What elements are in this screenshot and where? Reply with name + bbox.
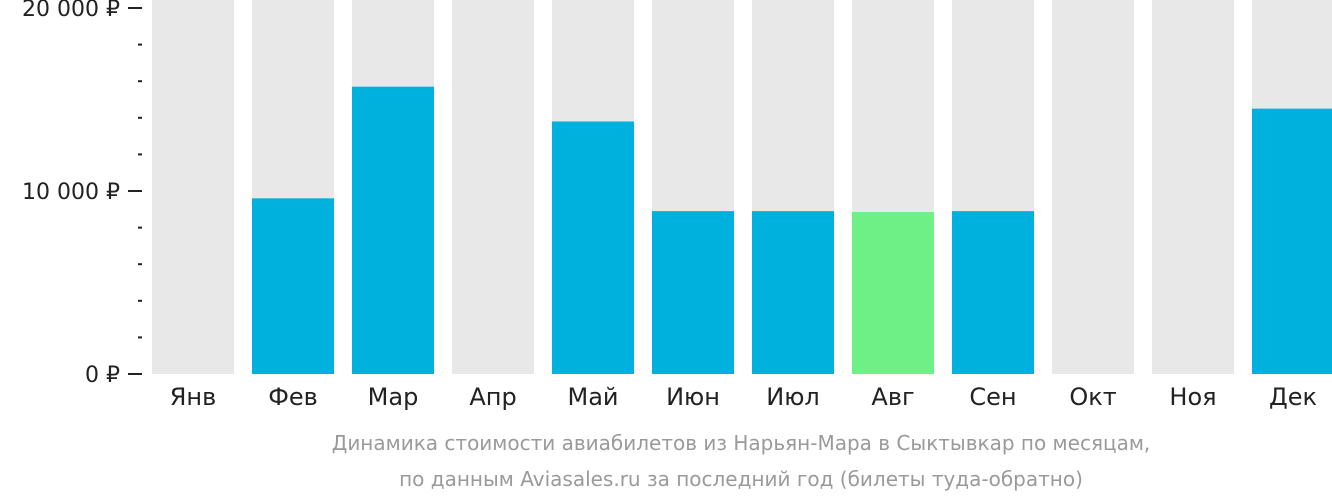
x-tick-label-10: Окт — [1069, 383, 1116, 411]
x-tick-label-5: Май — [567, 383, 618, 411]
x-tick-label-8: Авг — [871, 383, 914, 411]
bar-2 — [252, 198, 334, 374]
bar-3 — [352, 86, 434, 374]
bar-background-11 — [1152, 0, 1234, 374]
bar-6 — [652, 211, 734, 374]
bar-7 — [752, 211, 834, 374]
x-tick-label-3: Мар — [368, 383, 419, 411]
x-tick-label-4: Апр — [469, 383, 516, 411]
x-tick-label-12: Дек — [1269, 383, 1317, 411]
x-tick-label-7: Июл — [766, 383, 820, 411]
bar-12 — [1252, 108, 1332, 375]
bar-8 — [852, 212, 934, 374]
bar-5 — [552, 121, 634, 375]
x-tick-label-6: Июн — [666, 383, 720, 411]
x-tick-label-2: Фев — [268, 383, 318, 411]
bar-background-1 — [152, 0, 234, 374]
bar-background-10 — [1052, 0, 1134, 374]
bar-9 — [952, 211, 1034, 374]
x-tick-label-11: Ноя — [1169, 383, 1216, 411]
y-tick-label-3: 20 000 ₽ — [22, 0, 120, 22]
bar-background-4 — [452, 0, 534, 374]
price-chart: Янв Фев Мар Апр Май Июн Июл Авг Сен Окт Ноя Дек 0 ₽ 1… — [22, 0, 1332, 411]
chart-caption-line-1: Динамика стоимости авиабилетов из Нарьян… — [331, 431, 1151, 455]
x-tick-label-9: Сен — [969, 383, 1016, 411]
x-tick-label-1: Янв — [170, 383, 217, 411]
chart-caption-line-2: по данным Aviasales.ru за последний год … — [399, 467, 1083, 491]
y-tick-label-1: 0 ₽ — [85, 363, 120, 388]
y-tick-label-2: 10 000 ₽ — [22, 180, 120, 205]
